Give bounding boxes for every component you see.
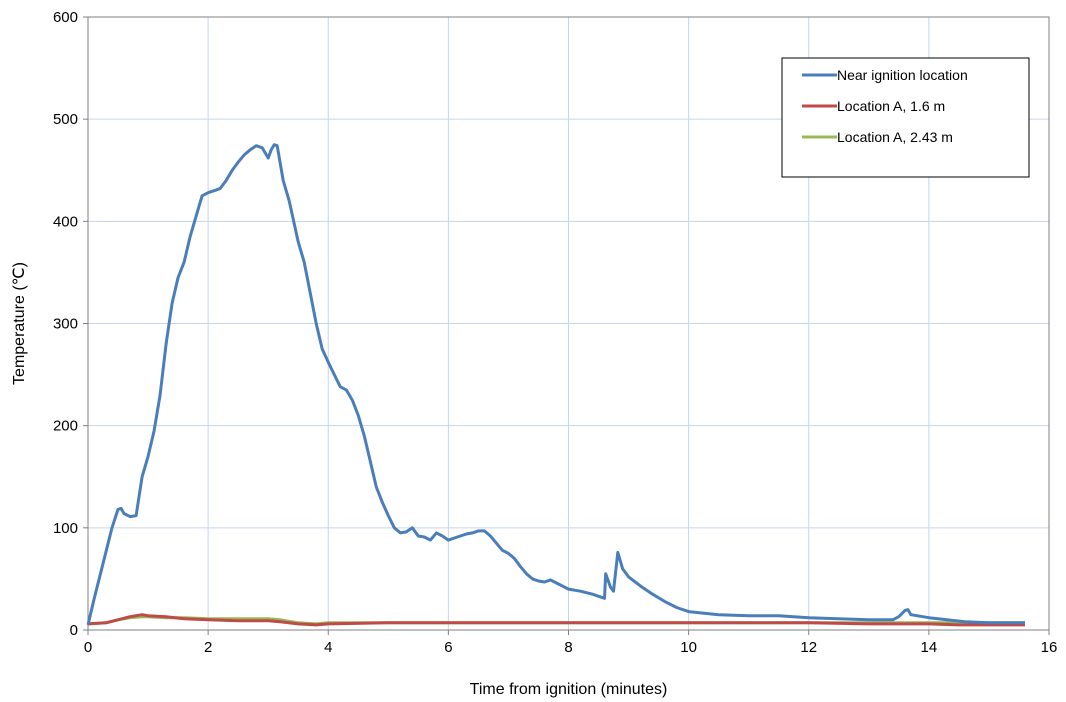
y-axis-title: Temperature (℃) — [11, 262, 28, 385]
legend-label: Location A, 1.6 m — [837, 98, 945, 114]
series-line-near-ignition-location — [86, 143, 1025, 626]
y-axis-ticks: 0 100 200 300 400 500 600 — [53, 9, 88, 639]
legend-label: Location A, 2.43 m — [837, 129, 953, 145]
y-tick-label: 500 — [53, 111, 78, 128]
legend-label: Near ignition location — [837, 67, 968, 83]
x-tick-label: 6 — [444, 639, 452, 656]
series-line-location-a-1-6-m — [87, 613, 1025, 627]
series-lines — [86, 143, 1025, 627]
legend: Near ignition location Location A, 1.6 m L… — [781, 57, 1030, 178]
y-tick-label: 200 — [53, 418, 78, 435]
x-tick-label: 14 — [921, 639, 938, 656]
legend-box — [781, 57, 1030, 178]
y-tick-label: 600 — [53, 9, 78, 26]
y-tick-label: 300 — [53, 316, 78, 333]
y-tick-label: 100 — [53, 520, 78, 537]
x-tick-label: 4 — [324, 639, 332, 656]
x-tick-label: 0 — [84, 639, 92, 656]
y-tick-label: 0 — [70, 622, 78, 639]
x-tick-label: 12 — [800, 639, 817, 656]
x-tick-label: 8 — [564, 639, 572, 656]
x-tick-label: 2 — [204, 639, 212, 656]
y-tick-label: 400 — [53, 213, 78, 230]
x-axis-ticks: 0 2 4 6 8 10 12 14 16 — [84, 630, 1058, 656]
x-axis-title: Time from ignition (minutes) — [470, 681, 668, 698]
gridlines — [88, 17, 1049, 630]
x-tick-label: 16 — [1041, 639, 1058, 656]
x-tick-label: 10 — [680, 639, 697, 656]
